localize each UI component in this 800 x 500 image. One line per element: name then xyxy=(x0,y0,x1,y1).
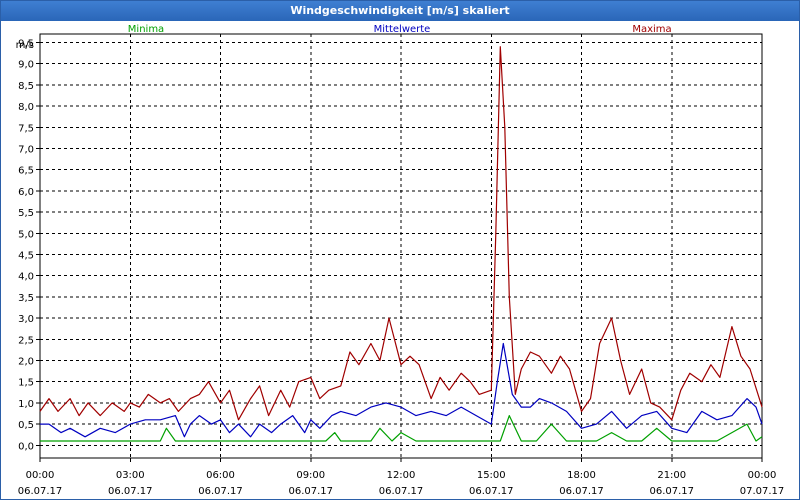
x-tick-label-time: 00:00 xyxy=(26,470,55,481)
x-tick-label-date: 06.07.17 xyxy=(198,486,243,497)
y-tick-label: 2,5 xyxy=(18,335,34,346)
x-tick-label-date: 06.07.17 xyxy=(379,486,424,497)
y-axis: 0,0 0,5 1,0 1,5 2,0 2,5 3,0 3,5 4,0 4,5 5,0 5,5 6,0 6… xyxy=(16,38,40,452)
y-tick-label: 5,5 xyxy=(18,208,34,219)
legend-item-minima: Minima xyxy=(128,24,164,35)
x-tick-label-date: 06.07.17 xyxy=(559,486,604,497)
x-tick-label-date: 06.07.17 xyxy=(288,486,333,497)
y-tick-label: 4,0 xyxy=(18,272,34,283)
series-line-maxima xyxy=(39,46,763,421)
x-tick-label-time: 15:00 xyxy=(477,470,506,481)
y-tick-label: 3,0 xyxy=(18,314,34,325)
series-line-mittelwerte xyxy=(40,342,763,438)
x-tick-label-time: 06:00 xyxy=(206,470,235,481)
legend-item-maxima: Maxima xyxy=(632,24,671,35)
y-tick-label: 4,5 xyxy=(18,250,34,261)
x-axis: 00:00 06.07.17 03:00 06.07.17 06:00 06.07.17 0… xyxy=(18,458,785,497)
x-tick-label-time: 09:00 xyxy=(296,470,325,481)
y-tick-label: 0,0 xyxy=(18,441,34,452)
x-tick-label-time: 00:00 xyxy=(748,470,777,481)
y-tick-label: 2,0 xyxy=(18,356,34,367)
x-tick-label-date: 06.07.17 xyxy=(108,486,153,497)
grid-lines xyxy=(40,34,762,458)
y-tick-label: 1,0 xyxy=(18,399,34,410)
y-axis-label: m/s xyxy=(16,40,34,51)
y-tick-label: 9,0 xyxy=(18,60,34,71)
y-tick-label: 9,5 xyxy=(18,38,34,49)
window-title: Windgeschwindigkeit [m/s] skaliert xyxy=(1,1,799,21)
y-tick-label: 1,5 xyxy=(18,378,34,389)
series-lines xyxy=(39,46,763,442)
y-tick-label: 7,5 xyxy=(18,123,34,134)
y-tick-label: 8,0 xyxy=(18,102,34,113)
y-tick-label: 7,0 xyxy=(18,144,34,155)
x-tick-label-time: 03:00 xyxy=(116,470,145,481)
x-tick-label-time: 12:00 xyxy=(387,470,416,481)
series-line-minima xyxy=(40,415,763,442)
x-tick-label-time: 18:00 xyxy=(567,470,596,481)
y-tick-label: 6,5 xyxy=(18,166,34,177)
y-tick-label: 0,5 xyxy=(18,420,34,431)
legend-item-mittelwerte: Mittelwerte xyxy=(374,24,431,35)
y-tick-label: 8,5 xyxy=(18,81,34,92)
x-tick-label-date: 06.07.17 xyxy=(18,486,63,497)
x-tick-label-time: 21:00 xyxy=(657,470,686,481)
y-tick-label: 3,5 xyxy=(18,293,34,304)
y-tick-label: 5,0 xyxy=(18,229,34,240)
x-tick-label-date: 06.07.17 xyxy=(469,486,514,497)
x-tick-label-date: 07.07.17 xyxy=(740,486,785,497)
y-tick-label: 6,0 xyxy=(18,187,34,198)
x-tick-label-date: 06.07.17 xyxy=(649,486,694,497)
legend: Minima Mittelwerte Maxima xyxy=(128,24,672,35)
